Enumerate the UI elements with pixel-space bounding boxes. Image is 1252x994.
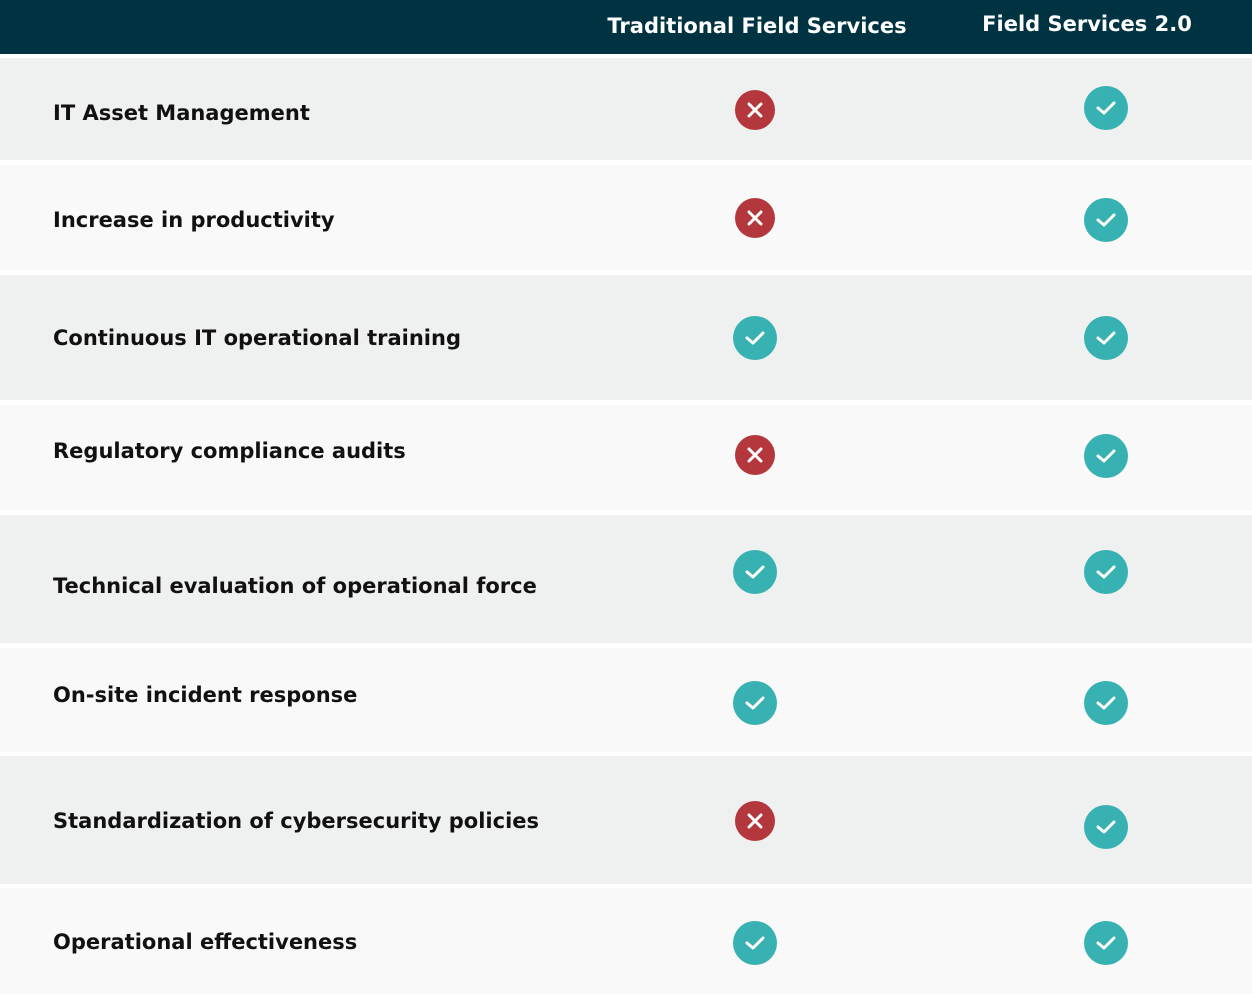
cross-icon [735,198,775,238]
check-icon [1084,921,1128,965]
table-row: Standardization of cybersecurity policie… [0,756,1252,884]
column-header-traditional: Traditional Field Services [607,14,907,38]
cross-icon [735,435,775,475]
table-row: Technical evaluation of operational forc… [0,515,1252,643]
column-header-field-services-2: Field Services 2.0 [982,12,1192,36]
feature-label: IT Asset Management [53,101,310,125]
feature-label: Regulatory compliance audits [53,439,406,463]
feature-label: Increase in productivity [53,208,335,232]
feature-label: Standardization of cybersecurity policie… [53,809,540,833]
feature-label: On-site incident response [53,683,358,707]
check-icon [1084,550,1128,594]
check-icon [733,550,777,594]
cross-icon [735,90,775,130]
check-icon [733,316,777,360]
check-icon [1084,805,1128,849]
check-icon [1084,86,1128,130]
feature-label: Technical evaluation of operational forc… [53,574,537,598]
table-row: IT Asset Management [0,58,1252,160]
check-icon [1084,434,1128,478]
feature-label: Continuous IT operational training [53,326,461,350]
table-row: Increase in productivity [0,165,1252,270]
check-icon [733,681,777,725]
table-row: Regulatory compliance audits [0,405,1252,510]
table-row: Continuous IT operational training [0,275,1252,400]
feature-label: Operational effectiveness [53,930,358,954]
check-icon [1084,316,1128,360]
check-icon [1084,198,1128,242]
cross-icon [735,801,775,841]
table-row: Operational effectiveness [0,888,1252,994]
table-header: Traditional Field Services Field Service… [0,0,1252,54]
check-icon [1084,681,1128,725]
table-row: On-site incident response [0,648,1252,752]
check-icon [733,921,777,965]
